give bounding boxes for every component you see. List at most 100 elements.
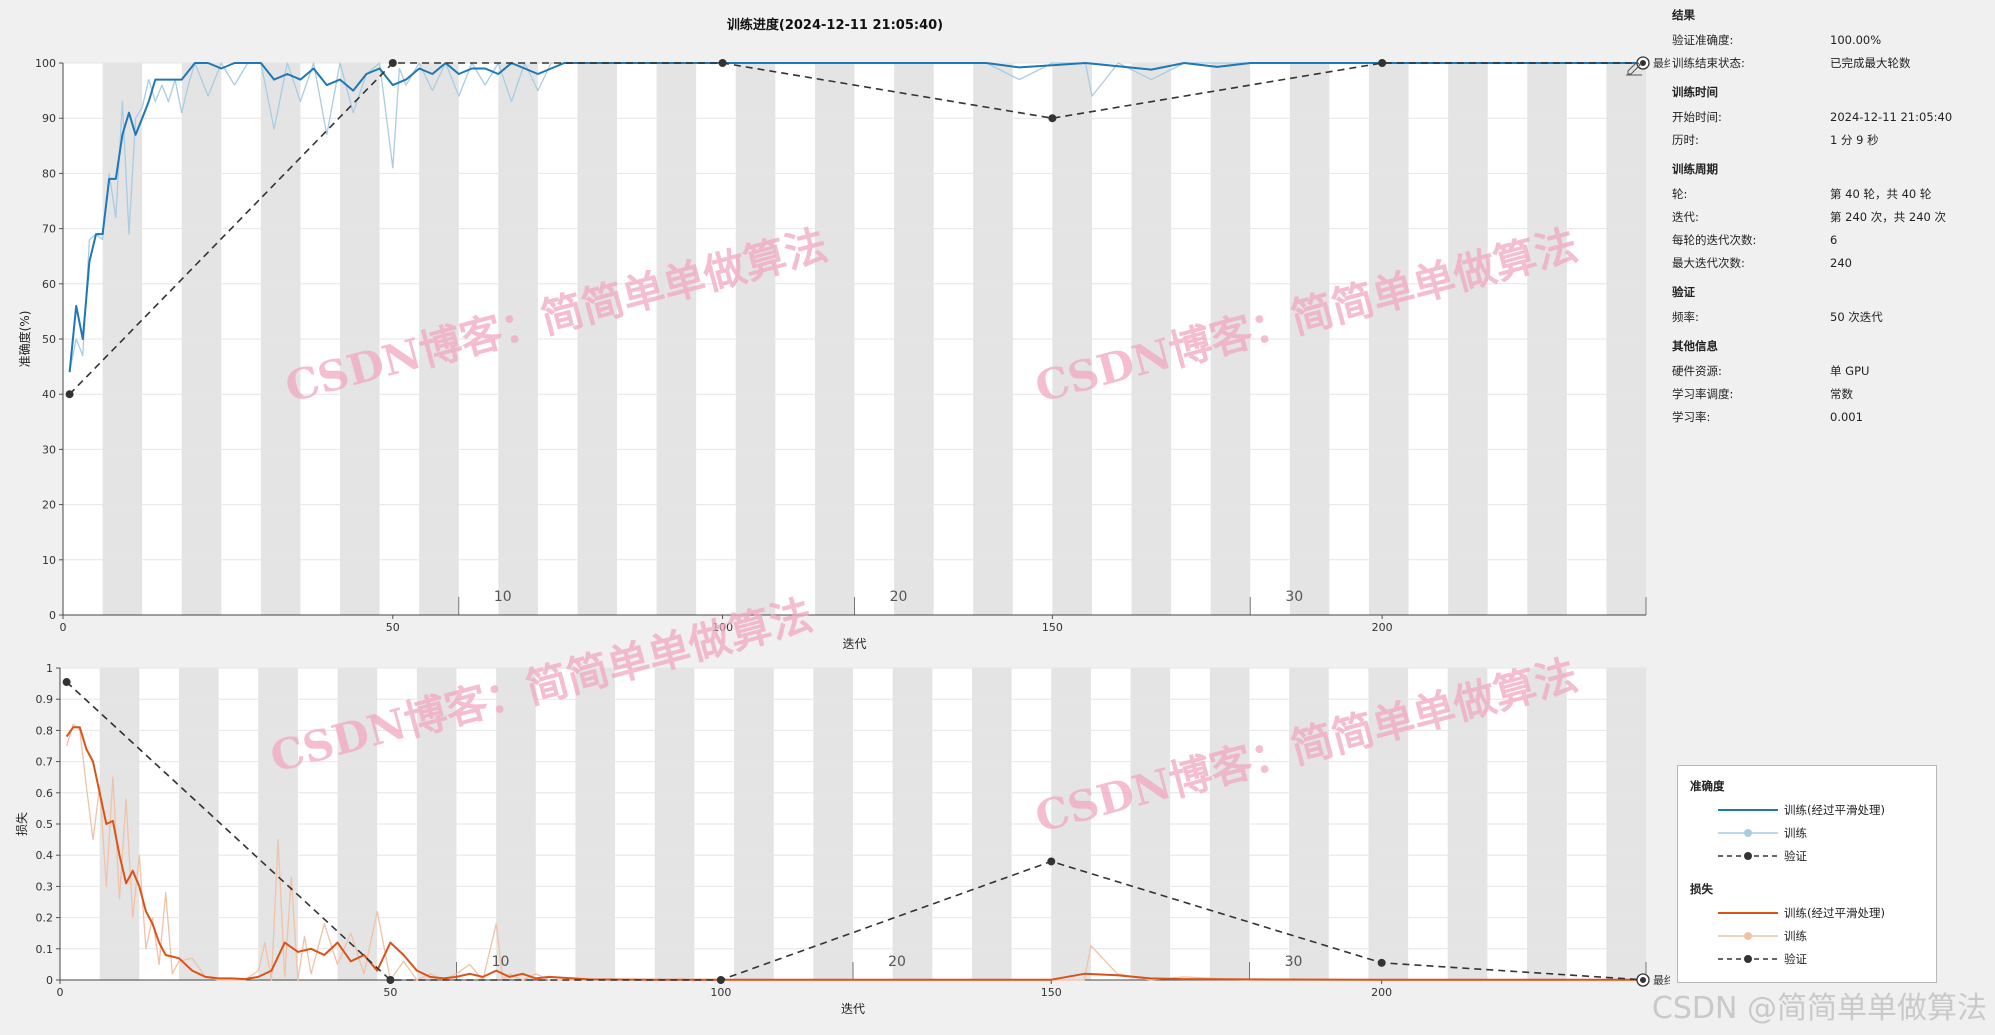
- legend-swatch-loss-smoothed: [1718, 911, 1778, 914]
- y-tick-label: 90: [42, 112, 56, 125]
- footer-brand: CSDN @简简单单做算法: [1651, 991, 1987, 1026]
- legend-swatch-accuracy-smoothed: [1718, 808, 1778, 811]
- legend-label: 验证: [1784, 951, 1807, 966]
- legend-swatch-loss-validation: [1718, 954, 1778, 963]
- y-tick-label: 0.8: [36, 724, 54, 737]
- info-key: 轮:: [1672, 187, 1688, 201]
- training-info-panel: 结果 验证准确度: 100.00% 训练结束状态: 已完成最大轮数 训练时间 开始时间: 20…: [1672, 8, 1992, 439]
- series-line-validation: [69, 62, 1646, 395]
- page-title: 训练进度(2024-12-11 21:05:40): [726, 18, 944, 33]
- y-tick-label: 0.2: [36, 912, 54, 925]
- info-row: 轮: 第 40 轮，共 40 轮: [1672, 183, 1992, 206]
- x-tick-label: 200: [1371, 986, 1392, 999]
- legend-item-loss-smoothed[interactable]: 训练(经过平滑处理): [1678, 901, 1936, 924]
- info-row: 历时: 1 分 9 秒: [1672, 129, 1992, 152]
- x-axis-label: 迭代: [841, 1002, 865, 1016]
- legend-label: 验证: [1784, 848, 1807, 863]
- info-section: 训练周期 轮: 第 40 轮，共 40 轮迭代: 第 240 次，共 240 次每轮的…: [1672, 162, 1992, 275]
- info-row: 验证准确度: 100.00%: [1672, 29, 1992, 52]
- info-value: 常数: [1830, 387, 1853, 401]
- validation-point: [62, 678, 71, 687]
- info-section: 验证 频率: 50 次迭代: [1672, 285, 1992, 329]
- info-row: 频率: 50 次迭代: [1672, 306, 1992, 329]
- epoch-label: 20: [888, 954, 906, 970]
- series-line-smoothed: [68, 62, 1646, 373]
- info-row: 每轮的迭代次数: 6: [1672, 229, 1992, 252]
- info-key: 最大迭代次数:: [1672, 256, 1745, 270]
- info-value: 50 次迭代: [1830, 310, 1883, 324]
- y-tick-label: 20: [42, 499, 56, 512]
- info-value: 0.001: [1830, 410, 1863, 424]
- validation-point: [388, 59, 397, 67]
- x-axis-label: 迭代: [842, 637, 866, 651]
- info-key: 学习率:: [1672, 410, 1711, 424]
- info-row: 硬件资源: 单 GPU: [1672, 360, 1992, 383]
- edit-icon-path: [1627, 61, 1641, 75]
- info-key: 迭代:: [1672, 210, 1699, 224]
- info-row: 训练结束状态: 已完成最大轮数: [1672, 52, 1992, 75]
- legend-swatch-accuracy-validation: [1718, 851, 1778, 860]
- info-key: 训练结束状态:: [1672, 56, 1745, 70]
- y-tick-label: 0.5: [36, 818, 54, 831]
- info-section: 其他信息 硬件资源: 单 GPU 学习率调度: 常数 学习率: 0.001: [1672, 339, 1992, 429]
- info-value: 240: [1830, 256, 1852, 270]
- y-tick-label: 0.3: [36, 880, 54, 893]
- y-tick-label: 0.7: [36, 756, 54, 769]
- y-tick-label: 100: [35, 57, 56, 70]
- info-value: 2024-12-11 21:05:40: [1830, 110, 1953, 124]
- y-tick-label: 0.9: [36, 693, 54, 706]
- validation-point: [716, 976, 725, 984]
- info-row: 最大迭代次数: 240: [1672, 252, 1992, 275]
- info-value: 已完成最大轮数: [1830, 56, 1911, 70]
- legend-swatch-loss-train: [1718, 931, 1778, 940]
- final-marker-dot: [1640, 977, 1646, 983]
- info-value: 100.00%: [1830, 33, 1882, 47]
- x-tick-label: 0: [60, 621, 67, 634]
- info-value: 第 240 次，共 240 次: [1830, 210, 1947, 224]
- info-row: 学习率: 0.001: [1672, 406, 1992, 429]
- y-tick-label: 0: [49, 609, 56, 622]
- legend-item-loss-train[interactable]: 训练: [1678, 924, 1936, 947]
- series-line-validation: [66, 681, 1647, 981]
- legend-item-accuracy-validation[interactable]: 验证: [1678, 844, 1936, 867]
- legend-label: 训练: [1784, 825, 1807, 840]
- info-key: 开始时间:: [1672, 110, 1722, 124]
- legend-loss-title: 损失: [1690, 882, 1713, 896]
- info-row: 学习率调度: 常数: [1672, 383, 1992, 406]
- validation-point: [65, 390, 74, 399]
- info-value: 单 GPU: [1830, 364, 1870, 378]
- y-tick-label: 70: [42, 223, 56, 236]
- x-tick-label: 0: [57, 986, 64, 999]
- info-section: 结果 验证准确度: 100.00% 训练结束状态: 已完成最大轮数: [1672, 8, 1992, 75]
- series-line-train: [68, 62, 1646, 373]
- y-tick-label: 50: [42, 333, 56, 346]
- info-key: 每轮的迭代次数:: [1672, 233, 1757, 247]
- info-value: 6: [1830, 233, 1838, 247]
- y-axis-label: 损失: [14, 812, 29, 836]
- legend-item-accuracy-smoothed[interactable]: 训练(经过平滑处理): [1678, 798, 1936, 821]
- legend-accuracy-title: 准确度: [1690, 779, 1725, 793]
- y-tick-label: 30: [42, 443, 56, 456]
- info-key: 历时:: [1672, 133, 1699, 147]
- final-marker-dot: [1640, 60, 1646, 66]
- validation-point: [1377, 958, 1386, 967]
- x-tick-label: 50: [386, 621, 400, 634]
- legend-swatch-accuracy-train: [1718, 828, 1778, 837]
- final-label: 最终: [1653, 56, 1670, 70]
- y-tick-label: 0.1: [36, 943, 54, 956]
- legend-label: 训练(经过平滑处理): [1784, 905, 1885, 920]
- info-key: 学习率调度:: [1672, 387, 1734, 401]
- series-line-smoothed: [65, 726, 1646, 981]
- y-tick-label: 40: [42, 388, 56, 401]
- legend-item-accuracy-train[interactable]: 训练: [1678, 821, 1936, 844]
- legend: 准确度 训练(经过平滑处理) 训练 验证 损失 训练(经过平滑处理) 训练 验证: [1677, 765, 1937, 983]
- y-tick-label: 80: [42, 167, 56, 180]
- info-value: 第 40 轮，共 40 轮: [1830, 187, 1932, 201]
- epoch-label: 10: [494, 589, 512, 605]
- x-tick-label: 100: [712, 621, 733, 634]
- chart-loss: 0 0.1 0.2 0.3 0.4 0.5 0.6 0.7 0.8 0.9 1 0 50 100 150 20…: [14, 662, 1670, 1016]
- validation-point: [386, 976, 395, 984]
- edit-icon[interactable]: [1626, 61, 1642, 76]
- legend-item-loss-validation[interactable]: 验证: [1678, 947, 1936, 970]
